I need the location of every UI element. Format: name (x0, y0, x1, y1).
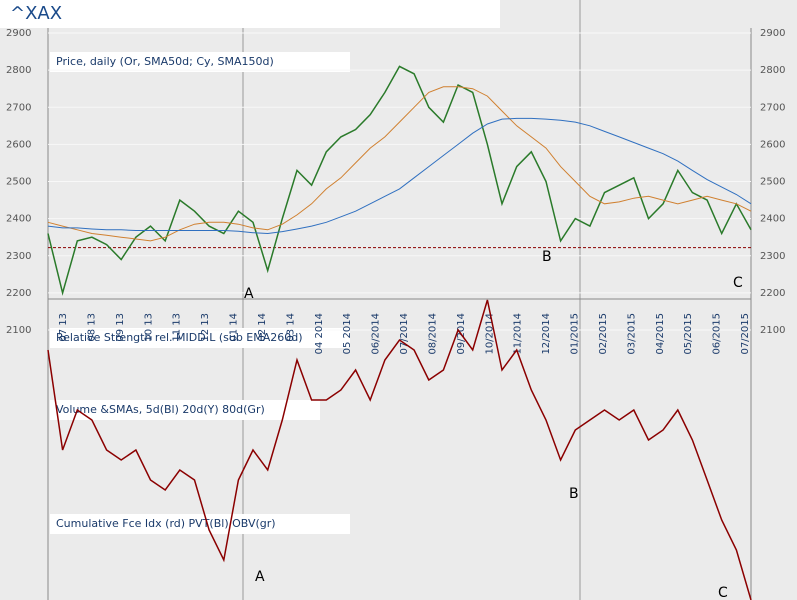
panel-label: Relative Strength rel. MIDD.L (sub EMA26… (56, 331, 303, 344)
annotation: B (542, 249, 552, 265)
panel-label: Cumulative Fce Idx (rd) PVT(Bl) OBV(gr) (56, 517, 276, 530)
x-tick-label: 05/2015 (683, 313, 694, 355)
y-tick-label: 2800 (760, 65, 785, 76)
y-tick-label: 2700 (760, 102, 785, 113)
label-box (50, 400, 320, 420)
y-tick-label: 2700 (6, 102, 31, 113)
label-box (50, 514, 350, 534)
series-line (47, 117, 752, 235)
series-line (47, 299, 752, 600)
y-tick-label: 2600 (760, 139, 785, 150)
panel-label: Price, daily (Or, SMA50d; Cy, SMA150d) (56, 55, 274, 68)
annotation: C (718, 585, 728, 600)
chart-title: ^XAX (10, 3, 62, 24)
y-tick-label: 2900 (760, 28, 785, 39)
x-tick-label: 02 14 (257, 313, 268, 342)
annotation: B (569, 486, 579, 502)
y-tick-label: 2500 (6, 177, 31, 188)
y-tick-label: 2200 (6, 288, 31, 299)
x-tick-label: 07 13 (58, 313, 69, 342)
x-tick-label: 12/2014 (541, 313, 552, 355)
y-tick-label: 2600 (6, 139, 31, 150)
y-tick-label: 2500 (760, 177, 785, 188)
series-line (47, 65, 752, 296)
x-tick-label: 07/2014 (399, 313, 410, 355)
x-tick-label: 06/2014 (371, 313, 382, 355)
x-tick-label: 04 2014 (314, 313, 325, 354)
y-tick-label: 2100 (760, 325, 785, 336)
x-tick-label: 08/2014 (427, 313, 438, 355)
x-tick-label: 02/2015 (598, 313, 609, 355)
y-tick-label: 2200 (760, 288, 785, 299)
y-tick-label: 2400 (6, 214, 31, 225)
x-tick-label: 07/2015 (740, 313, 751, 355)
x-tick-label: 01/2015 (570, 313, 581, 355)
x-tick-label: 10 13 (143, 313, 154, 342)
y-tick-label: 2900 (6, 28, 31, 39)
series-line (47, 86, 752, 242)
y-tick-label: 2300 (6, 251, 31, 262)
x-tick-label: 03/2015 (626, 313, 637, 355)
x-tick-label: 10/2014 (484, 313, 495, 355)
x-tick-label: 05 2014 (342, 313, 353, 354)
x-tick-label: 09 13 (115, 313, 126, 342)
x-tick-label: 03 14 (285, 313, 296, 342)
y-tick-label: 2100 (6, 325, 31, 336)
y-tick-label: 2800 (6, 65, 31, 76)
x-tick-label: 04/2015 (655, 313, 666, 355)
label-box (50, 328, 350, 348)
x-tick-label: 08 13 (86, 313, 97, 342)
x-tick-label: 12 13 (200, 313, 211, 342)
x-tick-label: 01 14 (229, 313, 240, 342)
y-tick-label: 2300 (760, 251, 785, 262)
annotation: C (733, 275, 743, 291)
x-tick-label: 11 13 (172, 313, 183, 342)
annotation: A (244, 286, 254, 302)
annotation: A (255, 569, 265, 585)
y-tick-label: 2400 (760, 214, 785, 225)
x-tick-label: 06/2015 (712, 313, 723, 355)
panel-label: Volume &SMAs, 5d(Bl) 20d(Y) 80d(Gr) (56, 403, 265, 416)
label-box (50, 52, 350, 72)
x-tick-label: 11/2014 (513, 313, 524, 355)
title-box (0, 0, 500, 28)
